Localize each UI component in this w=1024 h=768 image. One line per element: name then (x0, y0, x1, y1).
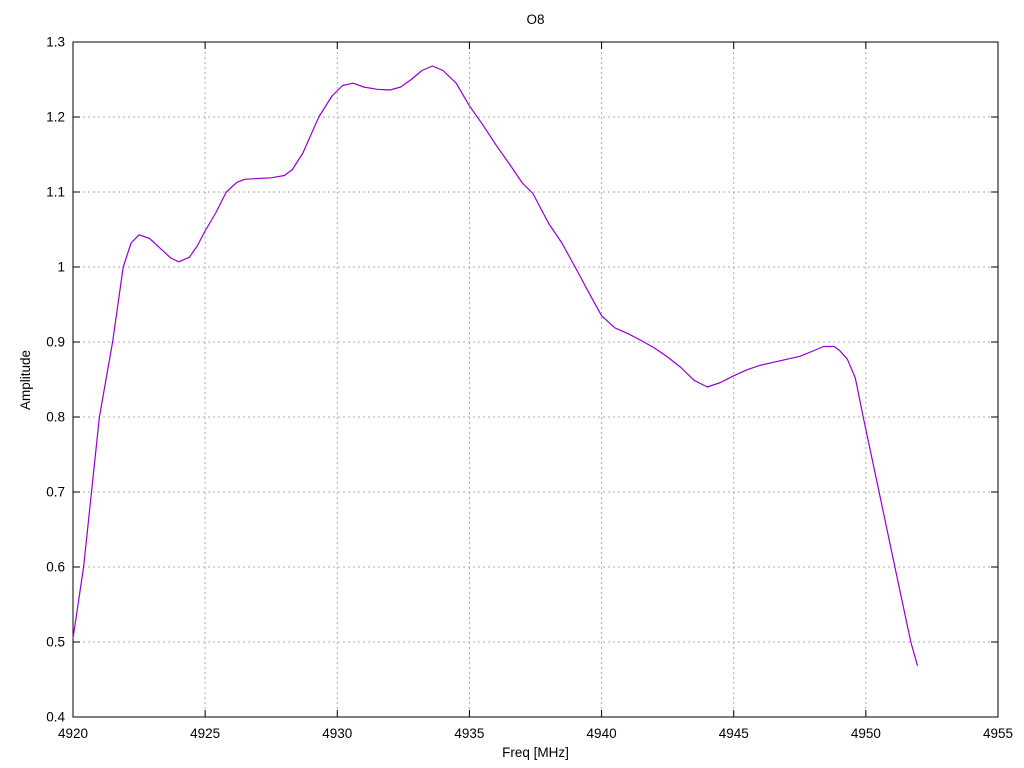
y-tick-label: 1.1 (46, 185, 65, 200)
x-tick-label: 4940 (587, 726, 617, 741)
y-tick-label: 1.3 (46, 35, 65, 50)
grid-lines (73, 42, 998, 717)
chart-title: O8 (526, 12, 544, 27)
y-tick-label: 0.6 (46, 560, 65, 575)
x-tick-label: 4935 (454, 726, 484, 741)
y-tick-label: 0.5 (46, 635, 65, 650)
x-tick-label: 4945 (719, 726, 749, 741)
y-tick-label: 0.9 (46, 335, 65, 350)
x-tick-label: 4920 (58, 726, 88, 741)
y-axis-label: Amplitude (18, 350, 33, 410)
x-axis-label: Freq [MHz] (502, 745, 569, 760)
plot-border (72, 41, 999, 718)
tick-labels: 4920 4925 4930 4935 4940 4945 4950 4955 0.4 0.5 0.… (46, 35, 1013, 742)
x-tick-label: 4955 (983, 726, 1013, 741)
y-tick-label: 0.4 (46, 710, 65, 725)
series-line-O8 (72, 65, 919, 666)
y-tick-label: 0.8 (46, 410, 65, 425)
x-tick-label: 4925 (190, 726, 220, 741)
x-tick-label: 4930 (322, 726, 352, 741)
x-tick-label: 4950 (851, 726, 881, 741)
y-tick-label: 1 (57, 260, 65, 275)
y-tick-label: 0.7 (46, 485, 65, 500)
data-series (72, 65, 919, 666)
axis-ticks (72, 41, 999, 718)
y-tick-label: 1.2 (46, 110, 65, 125)
